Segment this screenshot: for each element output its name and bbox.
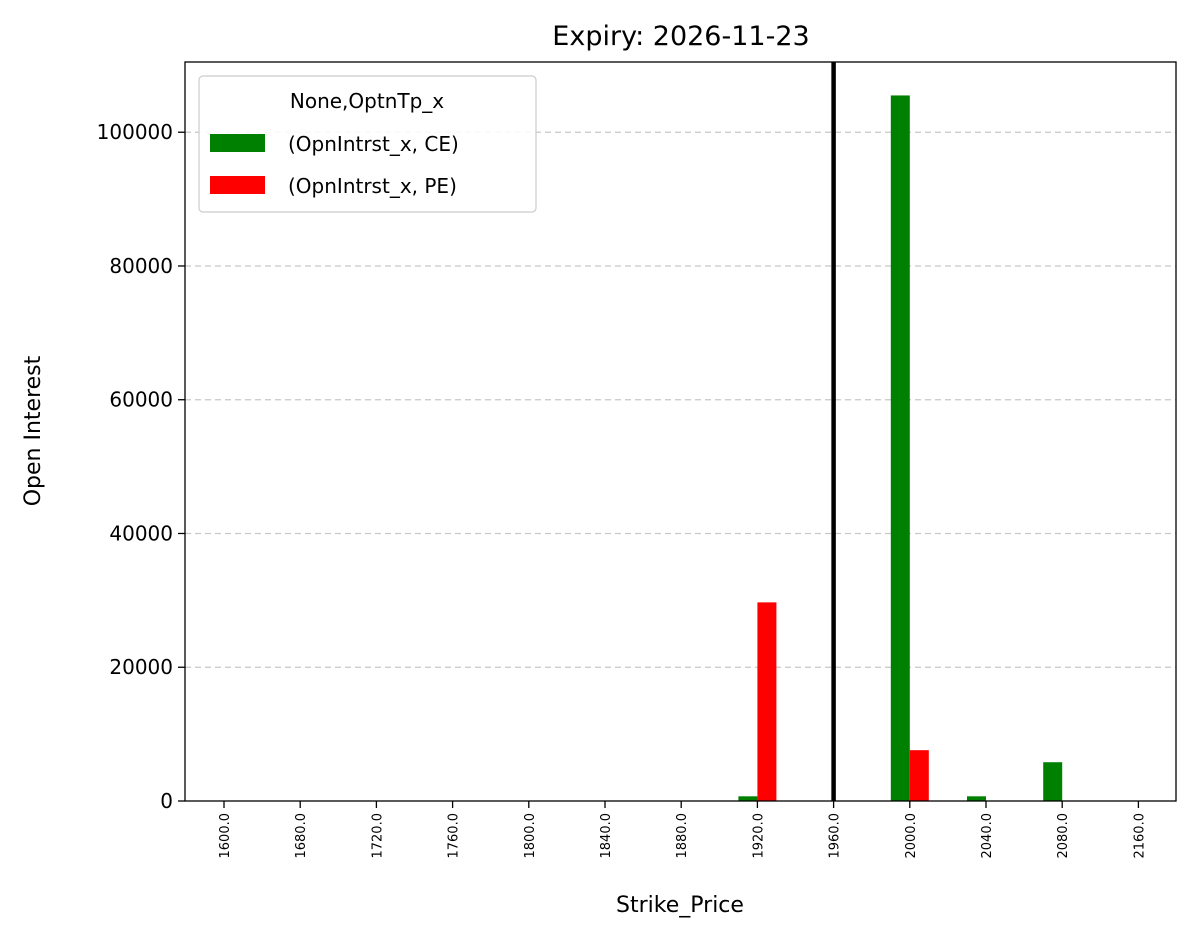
- y-axis-label: Open Interest: [21, 355, 46, 506]
- x-axis-label: Strike_Price: [616, 893, 744, 918]
- y-tick-label: 100000: [97, 120, 173, 144]
- x-tick-label: 1880.0: [675, 813, 690, 859]
- chart-title: Expiry: 2026-11-23: [552, 21, 809, 52]
- x-tick-label: 1840.0: [599, 813, 614, 859]
- x-tick-label: 1960.0: [828, 813, 843, 859]
- x-tick-label: 2040.0: [980, 813, 995, 859]
- x-tick-label: 2160.0: [1132, 813, 1147, 859]
- bar-pe-1920.0: [757, 602, 777, 801]
- x-tick-label: 1680.0: [294, 813, 309, 859]
- y-tick-label: 40000: [109, 521, 173, 545]
- legend-title: None,OptnTp_x: [290, 89, 444, 113]
- legend-label-pe: (OpnIntrst_x, PE): [288, 174, 457, 198]
- bar-ce-2000.0: [890, 95, 910, 802]
- x-tick-label: 2000.0: [904, 813, 919, 859]
- bars: [738, 95, 1063, 802]
- legend: None,OptnTp_x (OpnIntrst_x, CE) (OpnIntr…: [198, 75, 537, 213]
- legend-label-ce: (OpnIntrst_x, CE): [288, 132, 459, 156]
- legend-swatch-ce: [210, 134, 265, 152]
- x-tick-label: 1800.0: [523, 813, 538, 859]
- legend-swatch-pe: [210, 176, 265, 194]
- bar-pe-2000.0: [909, 750, 929, 801]
- bar-ce-2040.0: [967, 796, 986, 801]
- legend-box: [198, 75, 537, 213]
- y-tick-label: 0: [160, 789, 173, 813]
- x-tick-label: 1720.0: [370, 813, 385, 859]
- bar-ce-1920.0: [738, 796, 758, 801]
- y-tick-label: 60000: [109, 388, 173, 412]
- x-tick-label: 1600.0: [218, 813, 233, 859]
- x-tick-label: 2080.0: [1056, 813, 1071, 859]
- y-tick-label: 20000: [109, 655, 173, 679]
- bar-ce-2080.0: [1043, 762, 1063, 801]
- x-tick-label: 1920.0: [751, 813, 766, 859]
- plot-frame: [184, 61, 1177, 802]
- x-tick-label: 1760.0: [447, 813, 462, 859]
- x-axis-ticks: 1600.0 1680.0 1720.0 1760.0 1800.0 1840.0 1880…: [218, 801, 1147, 859]
- y-tick-label: 80000: [109, 254, 173, 278]
- y-axis-ticks: 0 20000 40000 60000 80000 100000: [97, 120, 185, 813]
